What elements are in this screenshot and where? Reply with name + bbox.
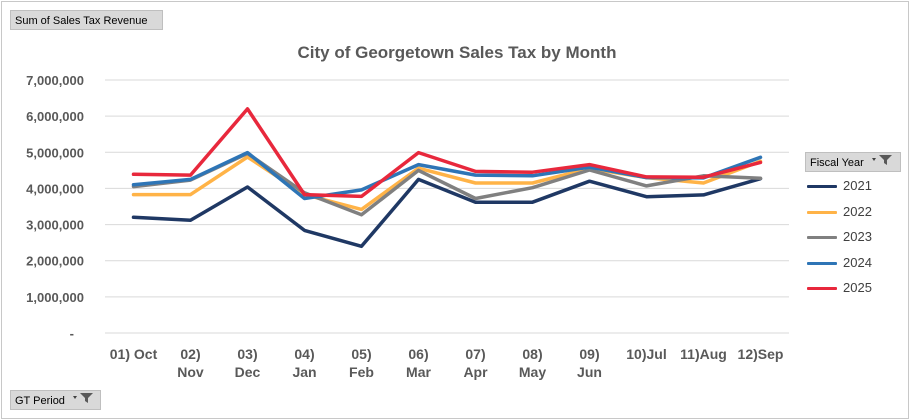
legend-swatch [807,210,837,214]
y-tick-label: 5,000,000 [26,145,84,160]
y-tick-label: 4,000,000 [26,181,84,196]
y-tick-label: - [70,326,74,341]
value-field-label: Sum of Sales Tax Revenue [15,15,148,27]
filter-funnel-icon[interactable] [871,153,893,173]
x-tick-label: 10)Jul [626,346,666,362]
x-tick-label: 05) Feb [349,346,374,380]
legend: Fiscal Year 2021 2022 2023 2024 2025 [805,152,905,302]
x-tick-label: 01) Oct [110,346,158,362]
legend-label: 2022 [843,203,872,219]
legend-header-label: Fiscal Year [810,157,864,169]
y-tick-label: 3,000,000 [26,218,84,233]
sum-of-sales-tax-revenue-field-button[interactable]: Sum of Sales Tax Revenue [10,10,163,30]
x-tick-label: 08) May [519,346,546,380]
axis-field-label: GT Period [15,395,65,407]
gridlines [105,79,789,334]
legend-label: 2021 [843,178,872,193]
legend-items: 2021 2022 2023 2024 2025 [805,174,905,302]
x-axis-tick-labels: 01) Oct 02) Nov 03) Dec 04) Jan 05) Feb 06) Mar 07)… [110,346,784,380]
fiscal-year-field-button[interactable]: Fiscal Year [805,152,901,172]
x-tick-label: 06) Mar [406,346,431,380]
legend-label: 2023 [843,229,872,244]
x-tick-label: 11)Aug [680,346,727,362]
legend-item-2023[interactable]: 2023 [805,225,905,251]
legend-item-2021[interactable]: 2021 [805,174,905,200]
legend-label: 2024 [843,254,872,270]
x-tick-label: 09) Jun [577,346,602,380]
y-tick-label: 7,000,000 [26,73,84,88]
x-tick-label: 04) Jan [292,346,316,380]
x-tick-label: 02) Nov [177,346,204,380]
series-line-2025[interactable] [131,107,763,199]
y-tick-label: 6,000,000 [26,109,84,124]
x-tick-label: 03) Dec [235,346,261,380]
y-tick-label: 2,000,000 [26,254,84,269]
chart-title: City of Georgetown Sales Tax by Month [298,43,617,62]
series-line-2021[interactable] [131,176,763,249]
legend-swatch [807,287,837,290]
y-axis-tick-labels: - 1,000,000 2,000,000 3,000,000 4,000,000 5,0… [26,73,84,341]
legend-item-2025[interactable]: 2025 [805,276,905,302]
y-tick-label: 1,000,000 [26,290,84,305]
legend-swatch [807,236,837,239]
legend-item-2024[interactable]: 2024 [805,251,905,277]
legend-item-2022[interactable]: 2022 [805,200,905,226]
legend-label: 2025 [843,280,872,295]
gt-period-field-button[interactable]: GT Period [10,390,101,410]
legend-swatch [807,185,837,188]
x-tick-label: 12)Sep [738,346,784,362]
series-lines [131,107,763,249]
legend-swatch [807,261,837,265]
x-tick-label: 07) Apr [463,346,488,380]
filter-funnel-icon[interactable] [72,391,94,411]
